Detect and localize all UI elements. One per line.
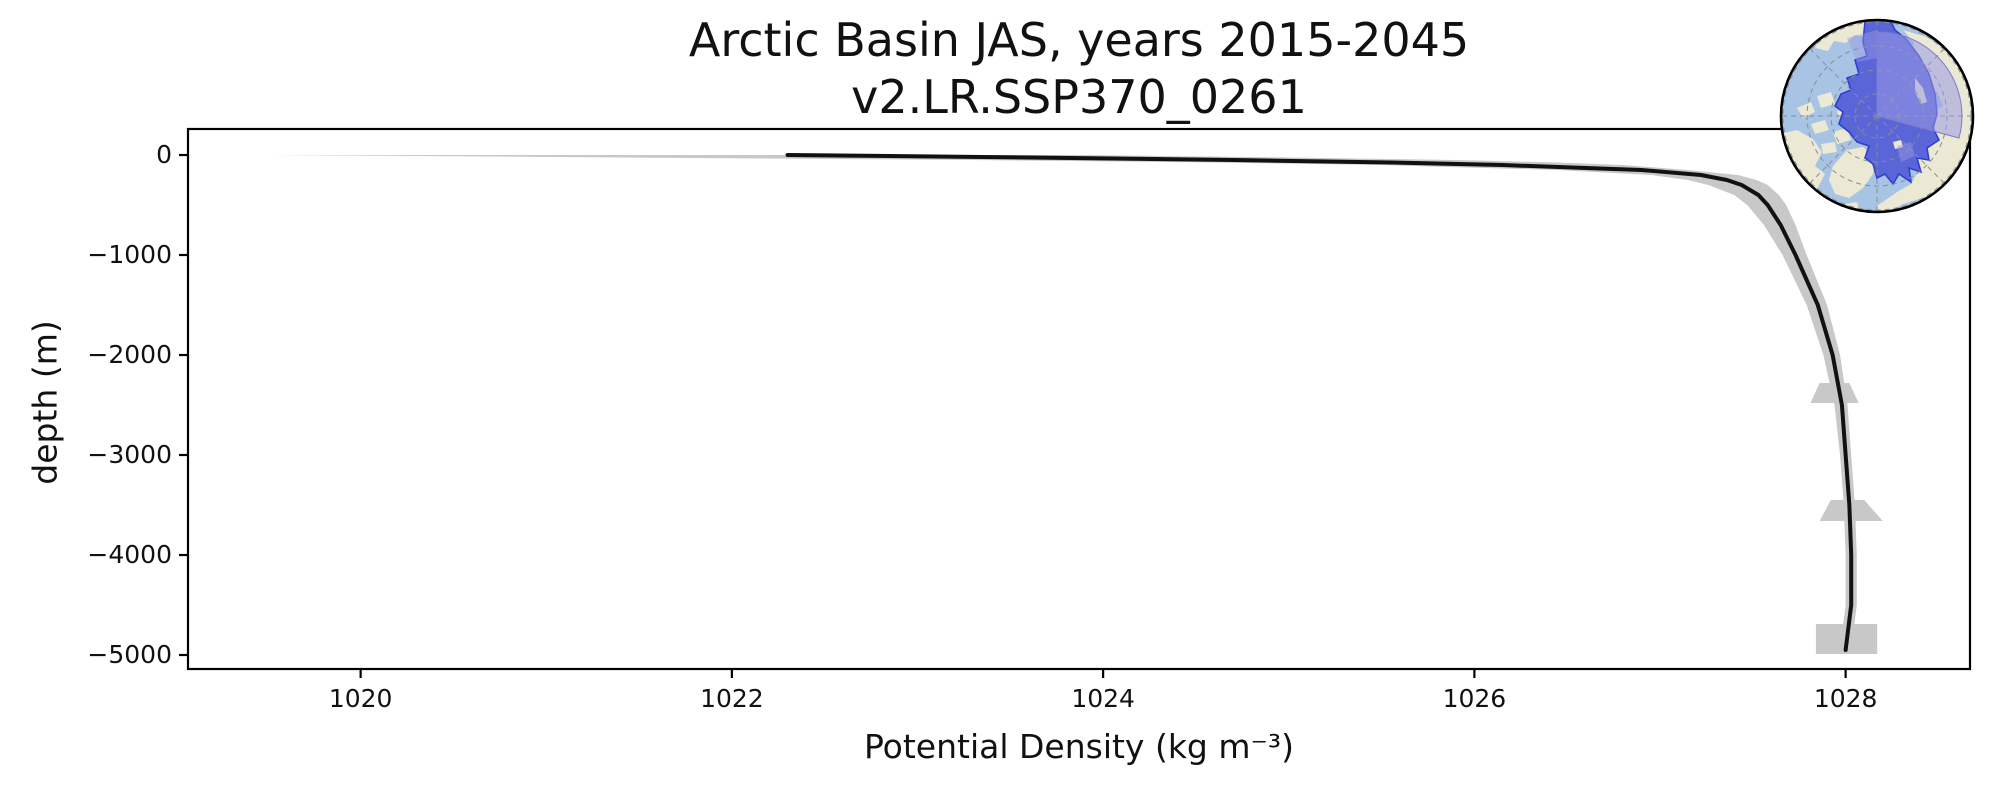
highlight-sector	[1876, 31, 1963, 139]
envelope-band	[267, 155, 1857, 650]
highlight-band-west	[1847, 30, 1877, 62]
x-tick-label: 1022	[700, 684, 764, 713]
y-tick-label: −2000	[87, 340, 172, 369]
land-archipelago-4	[1811, 120, 1829, 134]
axes-frame	[186, 127, 1972, 671]
y-tick-label: −1000	[87, 240, 172, 269]
x-axis-label: Potential Density (kg m⁻³)	[863, 727, 1295, 766]
y-axis-label: depth (m)	[25, 320, 65, 485]
mean-profile-line	[785, 153, 1854, 652]
y-tick-label: −4000	[87, 540, 172, 569]
chart-title-line2: v2.LR.SSP370_0261	[851, 70, 1307, 124]
x-tick-label: 1026	[1442, 684, 1507, 713]
y-tick-label: −3000	[87, 440, 172, 469]
envelope-patch	[1810, 383, 1859, 403]
highlight-greenland-sea	[1897, 142, 1915, 162]
y-tick-label: −5000	[87, 640, 172, 669]
land-archipelago-2	[1817, 92, 1835, 108]
land-archipelago-6	[1821, 142, 1837, 154]
land-svalbard	[1893, 140, 1903, 149]
chart-title-line1: Arctic Basin JAS, years 2015-2045	[688, 13, 1470, 67]
inset-globe	[1779, 18, 1975, 214]
globe-rim	[1779, 18, 1975, 214]
region-highlight	[1847, 30, 1963, 162]
land-archipelago-1	[1797, 102, 1815, 118]
x-tick-label: 1028	[1813, 684, 1878, 713]
x-tick-label: 1020	[328, 684, 393, 713]
y-tick-label: 0	[156, 140, 172, 169]
chart-title: Arctic Basin JAS, years 2015-2045 v2.LR.…	[188, 12, 1970, 126]
globe-art	[1781, 20, 1973, 212]
x-tick-label: 1024	[1071, 684, 1135, 713]
